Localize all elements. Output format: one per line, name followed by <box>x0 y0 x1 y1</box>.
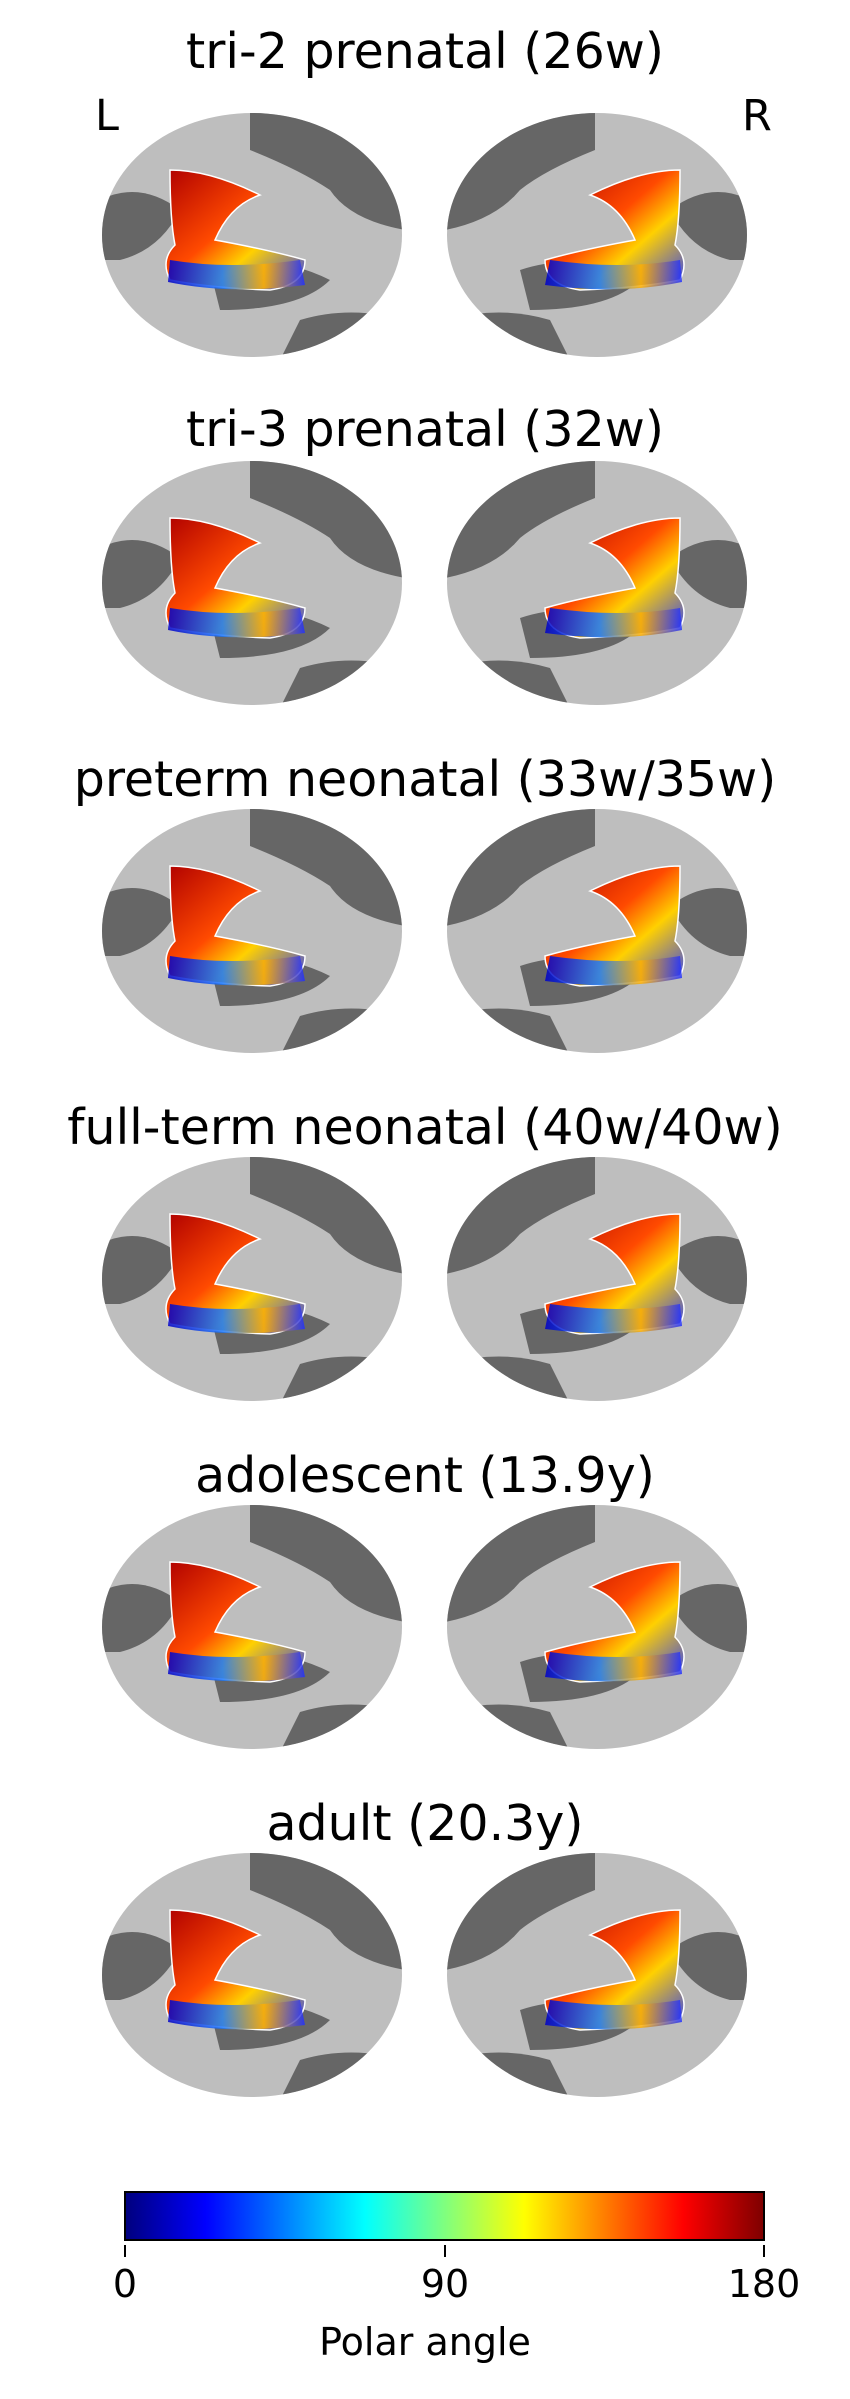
colorbar-tick-90 <box>444 2245 446 2257</box>
colorbar-tick-label-0: 0 <box>112 2262 138 2306</box>
brain-map-row3-right <box>445 806 750 1056</box>
brain-map-row1-right <box>445 110 750 360</box>
colorbar-tick-label-90: 90 <box>420 2262 470 2306</box>
row-title-1: tri-2 prenatal (26w) <box>186 23 664 80</box>
brain-map-row6-right <box>445 1850 750 2100</box>
brain-map-row2-right <box>445 458 750 708</box>
brain-map-row4-right <box>445 1154 750 1404</box>
row-title-6: adult (20.3y) <box>266 1795 584 1852</box>
colorbar-tick-0 <box>124 2245 126 2257</box>
brain-map-row2-left <box>100 458 405 708</box>
colorbar-tick-180 <box>763 2245 765 2257</box>
brain-map-row5-left <box>100 1502 405 1752</box>
left-hemisphere-label: L <box>95 91 119 141</box>
colorbar-label: Polar angle <box>319 2320 531 2364</box>
colorbar-tick-label-180: 180 <box>727 2262 801 2306</box>
colorbar <box>124 2191 765 2245</box>
row-title-2: tri-3 prenatal (32w) <box>186 401 664 458</box>
brain-map-row1-left <box>100 110 405 360</box>
brain-map-row5-right <box>445 1502 750 1752</box>
brain-map-row6-left <box>100 1850 405 2100</box>
row-title-5: adolescent (13.9y) <box>195 1447 655 1504</box>
row-title-4: full-term neonatal (40w/40w) <box>67 1099 783 1156</box>
row-title-3: preterm neonatal (33w/35w) <box>73 751 777 808</box>
brain-map-row4-left <box>100 1154 405 1404</box>
right-hemisphere-label: R <box>742 91 772 141</box>
colorbar-gradient <box>124 2191 765 2241</box>
brain-map-row3-left <box>100 806 405 1056</box>
